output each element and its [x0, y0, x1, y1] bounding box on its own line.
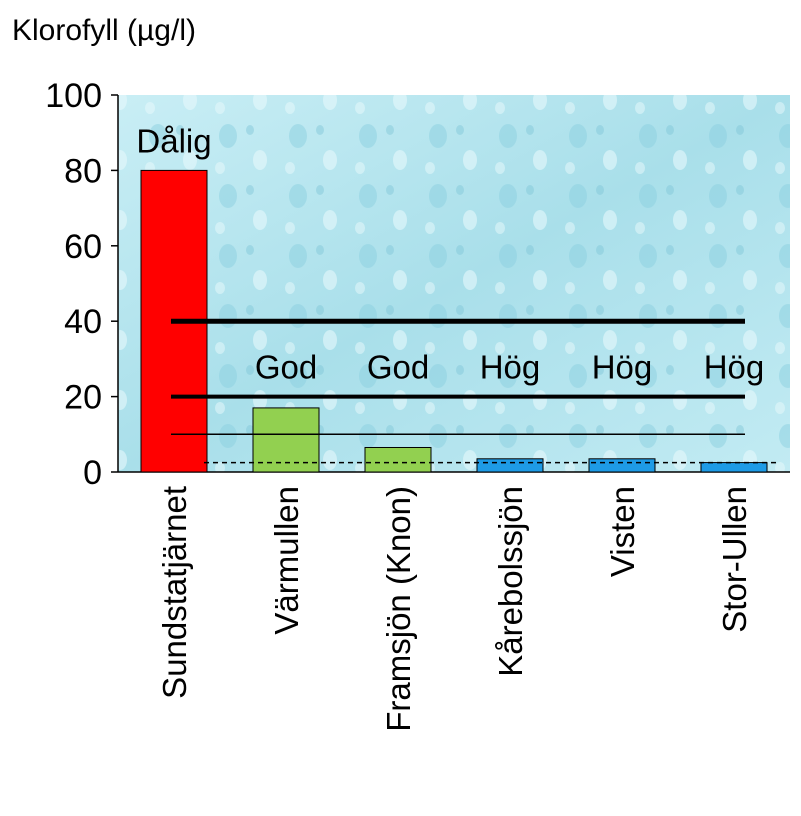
- y-tick-label: 60: [64, 228, 102, 266]
- x-tick-label: Sundstatjärnet: [156, 486, 193, 699]
- bar: [701, 463, 767, 472]
- plot-texture: [118, 95, 790, 472]
- y-tick-label: 20: [64, 379, 102, 417]
- bar-annotation: Hög: [480, 349, 541, 386]
- bar-annotation: God: [255, 349, 317, 386]
- x-tick-label: Visten: [604, 486, 641, 577]
- bar-annotation: Dålig: [136, 122, 211, 159]
- bar-annotation: Hög: [704, 349, 765, 386]
- y-tick-label: 0: [83, 454, 102, 492]
- bar: [477, 459, 543, 472]
- bar-annotation: Hög: [592, 349, 653, 386]
- x-tick-label: Kårebolssjön: [492, 486, 529, 677]
- bar: [589, 459, 655, 472]
- y-axis-title: Klorofyll (µg/l): [12, 14, 196, 47]
- x-tick-label: Framsjön (Knon): [380, 486, 417, 732]
- bar-annotation: God: [367, 349, 429, 386]
- bar: [365, 447, 431, 472]
- y-tick-label: 80: [64, 152, 102, 190]
- x-tick-label: Stor-Ullen: [716, 486, 753, 633]
- y-tick-label: 100: [45, 77, 102, 115]
- x-tick-label: Värmullen: [268, 486, 305, 635]
- y-tick-label: 40: [64, 303, 102, 341]
- chart: Klorofyll (µg/l) 0 20 40 60 80 100 Dålig God God…: [0, 0, 801, 816]
